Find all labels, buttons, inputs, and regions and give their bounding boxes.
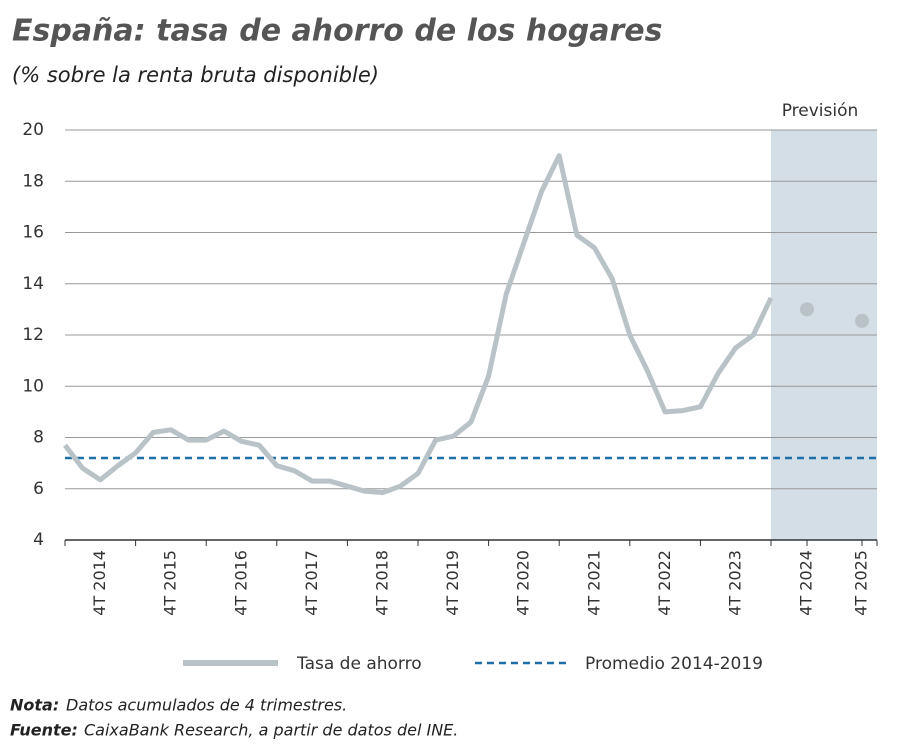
x-tick-label: 4T 2015 (161, 550, 180, 616)
forecast-point (855, 313, 869, 328)
x-tick-label: 4T 2025 (852, 550, 871, 616)
note-label: Nota: (10, 696, 59, 715)
y-tick-label: 14 (22, 274, 44, 294)
note-text: Datos acumulados de 4 trimestres. (66, 696, 347, 715)
x-tick-label: 4T 2024 (797, 550, 816, 616)
x-tick-label: 4T 2021 (584, 550, 603, 616)
x-tick-label: 4T 2019 (443, 550, 462, 616)
data-line (63, 153, 774, 496)
forecast-label: Previsión (782, 101, 859, 121)
x-tick-label: 4T 2017 (302, 550, 321, 616)
y-tick-label: 4 (33, 530, 44, 550)
chart-subtitle: (% sobre la renta bruta disponible) (12, 63, 379, 87)
x-tick-label: 4T 2020 (514, 550, 533, 616)
note-text: CaixaBank Research, a partir de datos de… (84, 721, 458, 740)
legend-label: Promedio 2014-2019 (585, 654, 763, 674)
x-tick-label: 4T 2023 (726, 550, 745, 616)
y-tick-label: 20 (22, 120, 44, 140)
legend-label: Tasa de ahorro (296, 654, 422, 674)
x-tick-label: 4T 2022 (655, 550, 674, 616)
chart-title: España: tasa de ahorro de los hogares (12, 14, 663, 49)
x-tick-label: 4T 2016 (231, 550, 250, 616)
note-label: Fuente: (10, 721, 78, 740)
y-tick-label: 8 (33, 428, 44, 448)
y-tick-label: 10 (22, 376, 44, 396)
y-tick-label: 12 (22, 325, 44, 345)
forecast-point (800, 302, 814, 317)
y-tick-label: 6 (33, 479, 44, 499)
y-tick-label: 16 (22, 223, 44, 243)
x-tick-label: 4T 2014 (90, 550, 109, 616)
x-tick-label: 4T 2018 (373, 550, 392, 616)
y-tick-label: 18 (22, 171, 44, 191)
